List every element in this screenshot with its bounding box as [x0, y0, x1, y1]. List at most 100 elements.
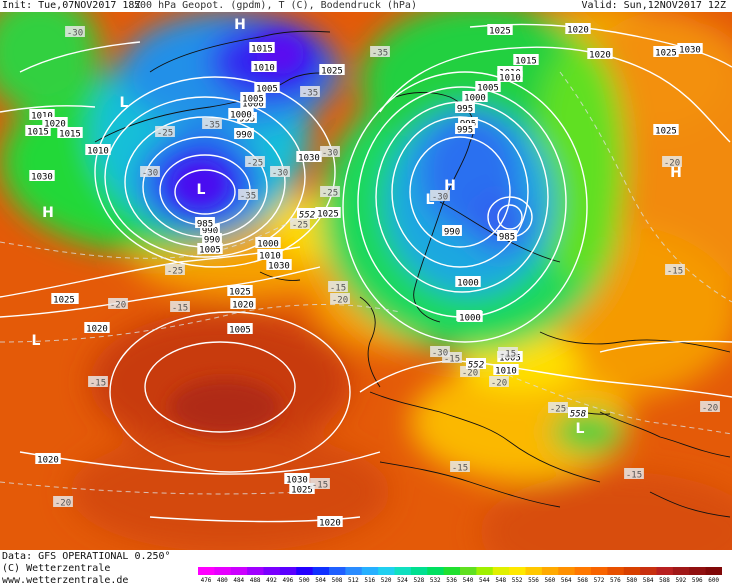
svg-text:1010: 1010: [253, 64, 275, 74]
isotherm-label: -15: [498, 347, 518, 360]
svg-text:-20: -20: [332, 296, 348, 306]
svg-text:990: 990: [236, 131, 252, 141]
svg-text:552: 552: [299, 211, 315, 221]
svg-text:995: 995: [457, 105, 473, 115]
legend-label: 504: [315, 577, 327, 584]
height-contour-label: 552: [466, 358, 486, 371]
isobar-label: 1025: [653, 46, 679, 59]
isobar-label: 1025: [319, 64, 345, 77]
legend-swatch: [247, 567, 265, 575]
svg-text:-15: -15: [500, 350, 516, 360]
legend-swatch: [279, 567, 297, 575]
high-pressure-center: H: [42, 205, 54, 221]
svg-text:1000: 1000: [457, 279, 479, 289]
isobar-label: 1020: [317, 516, 343, 529]
svg-text:-15: -15: [312, 481, 328, 491]
isotherm-label: -25: [245, 156, 265, 169]
legend-swatch: [672, 567, 690, 575]
isobar-label: 1025: [227, 285, 253, 298]
svg-text:-25: -25: [167, 267, 183, 277]
svg-text:-35: -35: [204, 121, 220, 131]
legend-swatch: [394, 567, 412, 575]
svg-text:1005: 1005: [499, 354, 521, 364]
legend-label: 508: [331, 577, 343, 584]
isobar-label: 1005: [475, 81, 501, 94]
svg-text:-20: -20: [664, 159, 680, 169]
svg-text:1000: 1000: [464, 94, 486, 104]
isobar-label: 1015: [249, 42, 275, 55]
svg-text:1015: 1015: [27, 128, 49, 138]
legend-label: 488: [249, 577, 261, 584]
legend-label: 480: [216, 577, 228, 584]
legend-label: 492: [266, 577, 277, 584]
isotherm-label: -15: [450, 461, 470, 474]
legend-swatch: [640, 567, 658, 575]
isotherm-label: -15: [442, 352, 462, 365]
isotherm-label: -20: [662, 156, 682, 169]
isotherm-label: -25: [548, 402, 568, 415]
legend-label: 556: [528, 577, 539, 584]
svg-text:1020: 1020: [319, 519, 341, 529]
svg-text:1025: 1025: [53, 296, 75, 306]
svg-text:-15: -15: [667, 267, 683, 277]
isobar-label: 1025: [487, 24, 513, 37]
svg-text:1030: 1030: [286, 476, 308, 486]
svg-text:-15: -15: [626, 471, 642, 481]
legend-swatch: [361, 567, 379, 575]
svg-text:985: 985: [499, 233, 515, 243]
legend-swatch: [623, 567, 641, 575]
site-url: www.wetterzentrale.de: [2, 575, 129, 586]
legend-swatch: [656, 567, 674, 575]
isobar-label: 1025: [289, 483, 315, 496]
svg-text:1020: 1020: [44, 120, 66, 130]
svg-text:1020: 1020: [37, 456, 59, 466]
legend-label: 536: [446, 577, 458, 584]
height-contour-label: 552: [297, 208, 317, 221]
svg-text:1015: 1015: [59, 130, 81, 140]
legend-swatch: [525, 567, 543, 575]
isotherm-label: -15: [88, 376, 108, 389]
isobar-label: 1005: [254, 82, 280, 95]
svg-text:-35: -35: [302, 89, 318, 99]
svg-text:-30: -30: [272, 169, 288, 179]
svg-text:1015: 1015: [251, 45, 273, 55]
legend-label: 600: [708, 577, 720, 584]
legend-swatch: [509, 567, 527, 575]
svg-text:552: 552: [468, 361, 484, 371]
legend-label: 484: [233, 577, 245, 584]
legend-swatch: [427, 567, 445, 575]
legend-swatch: [345, 567, 363, 575]
isobar-label: 1000: [462, 91, 488, 104]
svg-text:1025: 1025: [317, 210, 339, 220]
legend-swatch: [460, 567, 477, 575]
svg-text:-30: -30: [432, 349, 448, 359]
svg-text:-25: -25: [292, 221, 308, 231]
svg-text:1010: 1010: [499, 74, 521, 84]
legend-swatch: [443, 567, 461, 575]
legend-label: 576: [609, 577, 621, 584]
svg-text:1000: 1000: [459, 314, 481, 324]
svg-text:990: 990: [444, 228, 460, 238]
isotherm-label: -30: [430, 346, 450, 359]
legend-label: 596: [691, 577, 703, 584]
legend-label: 572: [593, 577, 605, 584]
isobar-label: 1030: [677, 43, 703, 56]
isobar-label: 1020: [565, 23, 591, 36]
isotherm-label: -20: [460, 366, 480, 379]
isobar-label: 990: [200, 224, 220, 237]
color-legend-labels: 476 480 484 488 492 496 500 504 508 512 516 520 524 5…: [198, 577, 728, 587]
isobar-label: 1005: [227, 323, 253, 336]
legend-label: 520: [380, 577, 392, 584]
legend-label: 500: [298, 577, 310, 584]
init-time: Init: Tue,07NOV2017 18Z: [2, 0, 141, 11]
svg-text:1005: 1005: [229, 326, 251, 336]
isotherm-label: -35: [300, 86, 320, 99]
legend-label: 528: [413, 577, 425, 584]
legend-label: 592: [675, 577, 687, 584]
legend-swatch: [329, 567, 346, 575]
isotherm-label: -15: [624, 468, 644, 481]
legend-label: 568: [577, 577, 589, 584]
svg-text:995: 995: [239, 115, 255, 125]
svg-text:1030: 1030: [31, 173, 53, 183]
